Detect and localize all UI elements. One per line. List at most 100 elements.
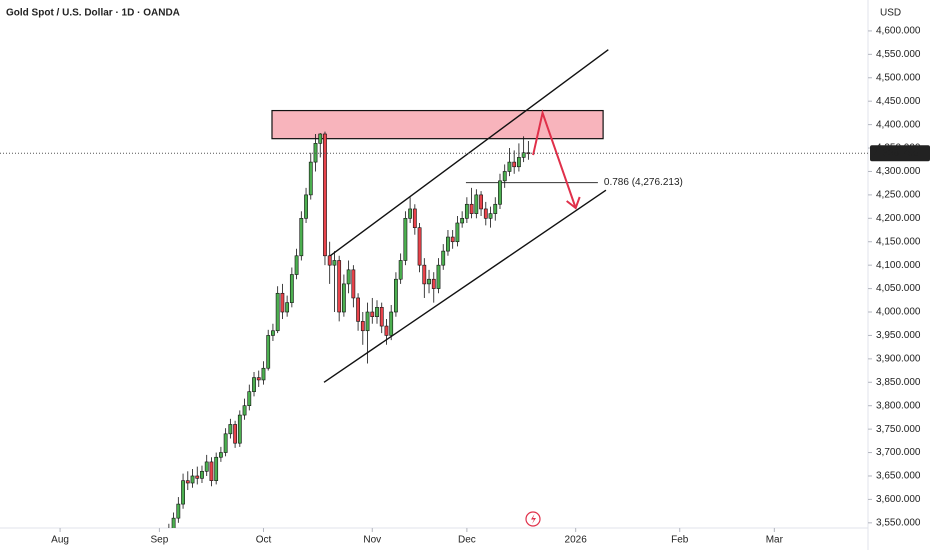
candle-body [256, 377, 261, 381]
y-tick-label: 4,000.000 [876, 307, 921, 318]
candle-body [219, 452, 223, 458]
candle-body [356, 297, 360, 322]
y-tick-label: 4,400.000 [876, 119, 921, 130]
candle-body [512, 161, 517, 168]
candle-body [237, 414, 242, 444]
y-tick-label: 4,450.000 [876, 96, 921, 107]
last-price-badge [870, 145, 930, 162]
candle-body [460, 218, 465, 224]
arrow-head [566, 196, 581, 210]
candle-body [398, 260, 403, 280]
candle-body [223, 433, 228, 453]
candle-body [360, 321, 365, 332]
y-tick-label: 4,550.000 [876, 49, 921, 60]
candle-body [176, 503, 181, 519]
chart-title: Gold Spot / U.S. Dollar · 1D · OANDA [6, 8, 180, 19]
y-tick-label: 3,950.000 [876, 330, 921, 341]
candle-body [261, 367, 266, 381]
candle-body [308, 161, 313, 196]
candle-body [351, 269, 356, 299]
replay-icon[interactable] [525, 511, 541, 527]
y-tick-label: 3,550.000 [876, 517, 921, 528]
candle-body [507, 161, 512, 172]
candle-body [446, 236, 450, 252]
candle-body [384, 325, 389, 336]
candle-body [474, 194, 479, 214]
y-tick-label: 4,600.000 [876, 26, 921, 37]
candle-body [479, 194, 483, 210]
x-tick-label: Feb [671, 535, 689, 546]
x-tick-label: Mar [766, 535, 784, 546]
candle-body [464, 203, 469, 219]
candle-body [455, 222, 460, 243]
fib-label: 0.786 (4,276.213) [604, 177, 683, 188]
candle-body [247, 391, 252, 407]
x-tick-label: Nov [363, 535, 381, 546]
candle-body [412, 208, 417, 228]
candle-body [427, 278, 431, 285]
channel-line [329, 49, 609, 257]
candle-body [318, 133, 323, 144]
candle-body [346, 269, 351, 285]
candle-body [214, 456, 219, 481]
candle-body [502, 171, 507, 182]
candle-body [242, 405, 247, 416]
candle-body [441, 250, 446, 266]
y-tick-label: 3,650.000 [876, 471, 921, 482]
y-tick-label: 4,200.000 [876, 213, 921, 224]
candle-body [469, 203, 474, 214]
x-tick-label: 2026 [565, 535, 588, 546]
candle-body [228, 424, 233, 435]
candle-body [488, 213, 493, 219]
last-price-label: 4,338.765 [874, 148, 919, 159]
candle-body [304, 194, 308, 219]
candle-body [379, 307, 384, 327]
candle-body [280, 292, 285, 313]
candle-body [299, 218, 304, 257]
candle-body [370, 311, 375, 317]
candle-body [517, 157, 521, 168]
candle-body [190, 475, 195, 484]
candle-body [521, 152, 526, 158]
y-tick-label: 3,850.000 [876, 377, 921, 388]
candle-body [271, 330, 275, 336]
candle-body [498, 180, 502, 205]
candle-body [313, 143, 318, 163]
candle-body [493, 203, 498, 214]
currency-label: USD [880, 8, 901, 19]
candle-body [436, 264, 441, 289]
candle-body [483, 208, 488, 219]
y-tick-label: 4,150.000 [876, 236, 921, 247]
candle-body [417, 227, 422, 266]
y-tick-label: 3,800.000 [876, 400, 921, 411]
x-tick-label: Dec [458, 535, 476, 546]
candle-body [422, 264, 427, 285]
y-tick-label: 3,600.000 [876, 494, 921, 505]
y-tick-label: 4,050.000 [876, 283, 921, 294]
candle-body [209, 461, 214, 481]
candle-body [204, 461, 209, 472]
candle-body [327, 255, 332, 266]
candle-body [252, 377, 256, 392]
plot-area [168, 49, 609, 528]
resistance-zone [271, 109, 604, 140]
candle-body [403, 218, 408, 261]
candle-body [323, 133, 327, 257]
y-tick-label: 4,500.000 [876, 72, 921, 83]
candle-body [233, 424, 237, 444]
candle-body [365, 311, 370, 332]
candle-body [195, 475, 200, 479]
candle-body [332, 260, 337, 266]
x-tick-label: Sep [151, 535, 169, 546]
candle-body [289, 274, 294, 303]
y-tick-label: 4,300.000 [876, 166, 921, 177]
candle-body [171, 517, 176, 528]
candle-body [185, 480, 190, 484]
candle-body [285, 302, 290, 313]
candle-body [337, 260, 342, 313]
candle-body [181, 480, 185, 505]
candle-body [294, 255, 299, 275]
candle-body [394, 278, 398, 313]
candle-body [266, 335, 271, 369]
